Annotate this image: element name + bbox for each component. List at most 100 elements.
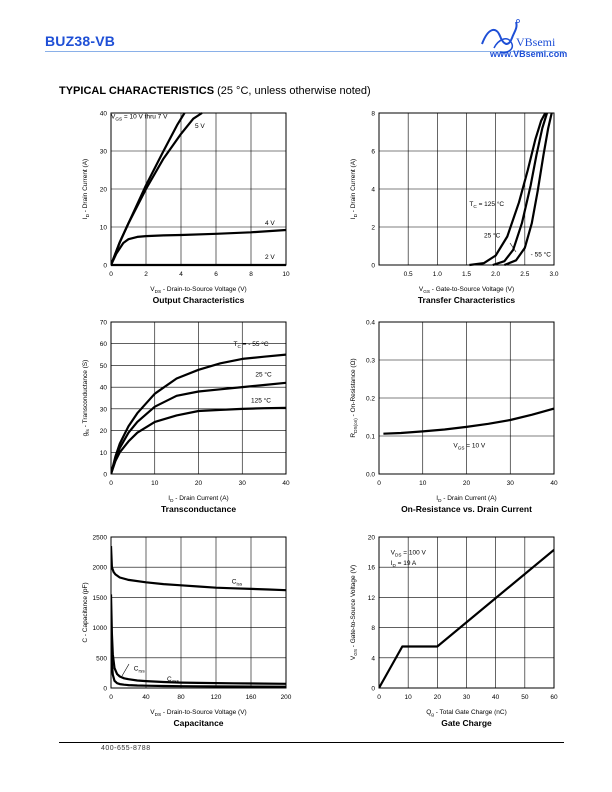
x-tick-label: 1.0 bbox=[433, 271, 442, 278]
y-tick-label: 20 bbox=[100, 428, 108, 435]
chart-title: Transfer Characteristics bbox=[418, 295, 516, 305]
y-axis-label: gfs - Transconductance (S) bbox=[82, 360, 90, 437]
y-tick-label: 6 bbox=[371, 149, 375, 156]
x-tick-label: 3.0 bbox=[549, 271, 558, 278]
x-tick-label: 40 bbox=[142, 694, 150, 701]
x-axis-label: VDS - Drain-to-Source Voltage (V) bbox=[150, 709, 246, 717]
y-tick-label: 0.1 bbox=[366, 434, 375, 441]
x-axis-label: ID - Drain Current (A) bbox=[436, 495, 496, 503]
y-axis-label: VGS - Gate-to-Source Voltage (V) bbox=[350, 565, 358, 660]
annotation-label: 5 V bbox=[195, 123, 205, 130]
annotation-label: 4 V bbox=[265, 220, 275, 227]
series-line bbox=[111, 112, 203, 266]
y-axis-label: C - Capacitance (pF) bbox=[82, 582, 89, 642]
y-tick-label: 0 bbox=[371, 686, 375, 693]
y-tick-label: 20 bbox=[368, 535, 376, 542]
series-line bbox=[111, 594, 286, 685]
x-tick-label: 20 bbox=[463, 480, 471, 487]
series-line bbox=[111, 546, 286, 592]
y-tick-label: 0 bbox=[371, 263, 375, 270]
annotation-label: Crss bbox=[134, 665, 146, 673]
x-tick-label: 0 bbox=[109, 271, 113, 278]
x-tick-label: 60 bbox=[550, 694, 558, 701]
annotation-label: 2 V bbox=[265, 254, 275, 261]
x-tick-label: 20 bbox=[195, 480, 203, 487]
chart-c6: 0 10 20 30 40 50 60 0 4 8 12 16 20 VDS = 100 V ID = 19… bbox=[350, 535, 558, 729]
x-tick-label: 10 bbox=[151, 480, 159, 487]
series-line bbox=[111, 381, 286, 475]
series-line bbox=[111, 406, 286, 475]
y-tick-label: 30 bbox=[100, 406, 108, 413]
brand-name: VBsemi bbox=[516, 35, 556, 49]
plot-frame bbox=[378, 112, 555, 266]
y-tick-label: 0.3 bbox=[366, 358, 375, 365]
x-tick-label: 0 bbox=[109, 694, 113, 701]
x-tick-label: 0 bbox=[377, 480, 381, 487]
y-tick-label: 8 bbox=[371, 111, 375, 118]
series-line bbox=[111, 633, 286, 688]
section-title: TYPICAL CHARACTERISTICS (25 °C, unless o… bbox=[59, 85, 371, 97]
y-tick-label: 20 bbox=[100, 187, 108, 194]
y-tick-label: 40 bbox=[100, 111, 108, 118]
part-number: BUZ38-VB bbox=[45, 33, 116, 49]
y-tick-label: 2500 bbox=[93, 535, 108, 542]
y-tick-label: 1500 bbox=[93, 595, 108, 602]
y-tick-label: 2 bbox=[371, 225, 375, 232]
chart-title: Transconductance bbox=[161, 504, 236, 514]
x-tick-label: 1.5 bbox=[462, 271, 471, 278]
x-tick-label: 40 bbox=[492, 694, 500, 701]
x-tick-label: 80 bbox=[177, 694, 185, 701]
y-tick-label: 0 bbox=[103, 472, 107, 479]
annotation-label: VDS = 100 V bbox=[391, 549, 427, 557]
annotation-label: VGS = 10 V thru 7 V bbox=[111, 114, 168, 122]
x-tick-label: 10 bbox=[282, 271, 290, 278]
y-tick-label: 0.0 bbox=[366, 472, 375, 479]
x-tick-label: 10 bbox=[405, 694, 413, 701]
annotation-label: Coss bbox=[167, 676, 180, 684]
x-tick-label: 200 bbox=[281, 694, 292, 701]
x-axis-label: Qg - Total Gate Charge (nC) bbox=[426, 709, 507, 717]
y-tick-label: 70 bbox=[100, 320, 108, 327]
y-tick-label: 30 bbox=[100, 149, 108, 156]
x-tick-label: 30 bbox=[507, 480, 515, 487]
x-tick-label: 2.5 bbox=[520, 271, 529, 278]
annotation-pointer bbox=[509, 242, 517, 253]
annotation-pointer bbox=[121, 663, 130, 677]
series-line bbox=[111, 353, 286, 475]
y-tick-label: 4 bbox=[371, 655, 375, 662]
annotation-label: ID = 19 A bbox=[391, 560, 417, 568]
section-title-main: TYPICAL CHARACTERISTICS bbox=[59, 85, 215, 97]
series-line bbox=[111, 228, 286, 266]
annotation-label: VGS = 10 V bbox=[453, 442, 486, 450]
y-tick-label: 1000 bbox=[93, 625, 108, 632]
series-line bbox=[469, 112, 547, 267]
series-line bbox=[503, 112, 553, 267]
x-tick-label: 10 bbox=[419, 480, 427, 487]
annotation-label: - 55 °C bbox=[531, 250, 552, 258]
plot-frame bbox=[378, 536, 555, 689]
x-tick-label: 40 bbox=[282, 480, 290, 487]
y-tick-label: 0 bbox=[103, 686, 107, 693]
chart-c2: 0.5 1.0 1.5 2.0 2.5 3.0 0 2 4 6 8 TC = 125 °C 25 °C -… bbox=[350, 111, 559, 306]
website-link[interactable]: www.VBsemi.com bbox=[490, 49, 568, 59]
y-tick-label: 16 bbox=[368, 565, 376, 572]
footer-rule bbox=[59, 742, 564, 743]
x-tick-label: 0 bbox=[109, 480, 113, 487]
x-tick-label: 30 bbox=[239, 480, 247, 487]
y-tick-label: 4 bbox=[371, 187, 375, 194]
x-tick-label: 40 bbox=[550, 480, 558, 487]
y-axis-label: ID - Drain Current (A) bbox=[350, 159, 358, 219]
annotation-label: 125 °C bbox=[251, 396, 271, 404]
footer-phone: 400-655-8788 bbox=[101, 745, 151, 752]
chart-c3: 0 10 20 30 40 0 10 20 30 40 50 60 70 TC = - 55 °C 25 °… bbox=[82, 320, 290, 515]
x-tick-label: 4 bbox=[179, 271, 183, 278]
annotation-label: 25 °C bbox=[484, 231, 501, 239]
annotation-label: Ciss bbox=[232, 579, 243, 587]
series-line bbox=[379, 548, 554, 689]
y-tick-label: 2000 bbox=[93, 565, 108, 572]
x-tick-label: 20 bbox=[434, 694, 442, 701]
chart-title: Capacitance bbox=[173, 718, 223, 728]
y-tick-label: 40 bbox=[100, 385, 108, 392]
chart-title: Gate Charge bbox=[441, 718, 492, 728]
section-title-condition: (25 °C, unless otherwise noted) bbox=[217, 85, 371, 97]
